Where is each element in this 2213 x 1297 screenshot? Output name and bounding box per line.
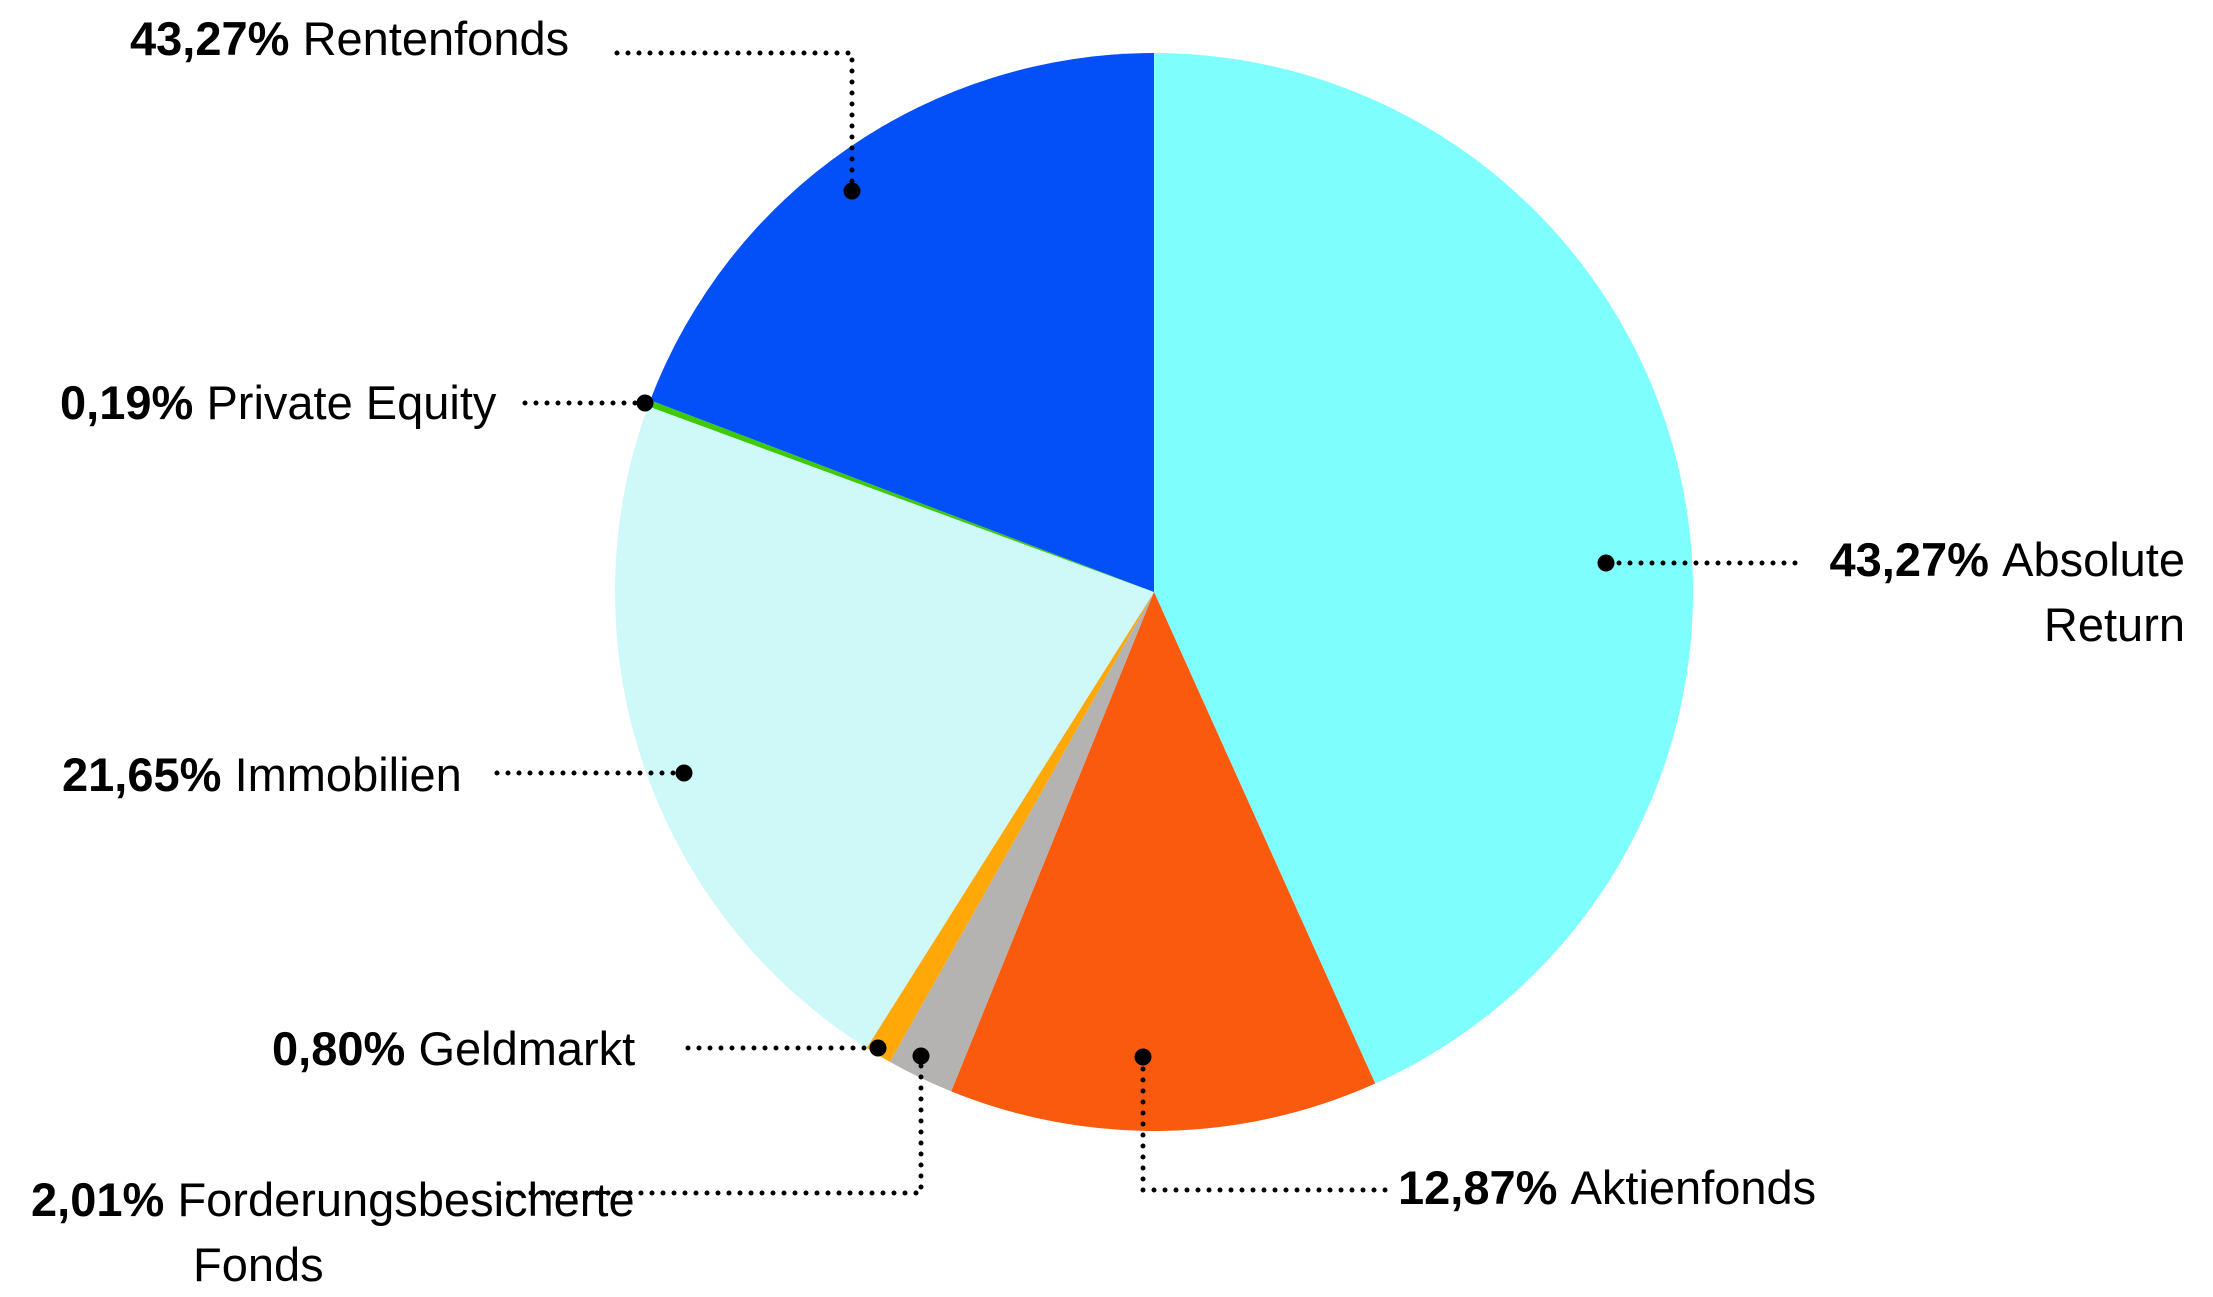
label-aktienfonds: 12,87% Aktienfonds <box>1398 1161 1816 1215</box>
callout-dot-forderungsbesicherte-fonds <box>912 1047 930 1065</box>
callout-dot-immobilien <box>675 764 693 782</box>
label-immobilien-name: Immobilien <box>234 748 462 801</box>
label-absolute-return: 43,27% Absolute Return <box>1830 527 2185 657</box>
pie-slice-absolute-return <box>1154 53 1693 1084</box>
callout-dot-rentenfonds <box>843 182 861 200</box>
pie-slice-rentenfonds <box>650 53 1154 592</box>
pie-slice-forderungsbesicherte-fonds <box>889 592 1154 1092</box>
label-geldmarkt-percent: 0,80% <box>272 1022 406 1075</box>
label-forderungsbesicherte-fonds: 2,01% Forderungsbesicherte Fonds <box>31 1167 635 1297</box>
label-rentenfonds-name: Rentenfonds <box>302 12 570 65</box>
label-rentenfonds-percent: 43,27% <box>130 12 290 65</box>
pie-slice-geldmarkt <box>866 592 1154 1062</box>
label-geldmarkt-name: Geldmarkt <box>418 1022 636 1075</box>
pie-slice-aktienfonds <box>951 592 1376 1131</box>
label-forderungsbesicherte-line1: 2,01% Forderungsbesicherte <box>31 1167 635 1232</box>
label-absolute-return-line1: 43,27% Absolute <box>1830 527 2185 592</box>
label-absolute-return-name2: Return <box>2043 598 2185 651</box>
label-forderungsbesicherte-percent: 2,01% <box>31 1173 165 1226</box>
label-aktienfonds-percent: 12,87% <box>1398 1161 1558 1214</box>
callout-line-rentenfonds <box>614 50 855 194</box>
label-absolute-return-name1: Absolute <box>2002 533 2185 586</box>
callout-line-forderungsbesicherte-fonds <box>495 1053 924 1196</box>
label-immobilien: 21,65% Immobilien <box>62 748 462 802</box>
label-private-equity-name: Private Equity <box>206 376 497 429</box>
label-geldmarkt: 0,80% Geldmarkt <box>272 1022 635 1076</box>
callout-dot-absolute-return <box>1597 554 1615 572</box>
label-rentenfonds: 43,27% Rentenfonds <box>130 12 569 66</box>
pie-slice-private-equity <box>648 400 1154 592</box>
callout-line-aktienfonds <box>1140 1054 1388 1193</box>
label-private-equity-percent: 0,19% <box>60 376 194 429</box>
label-forderungsbesicherte-name2: Fonds <box>193 1238 324 1291</box>
callout-dot-aktienfonds <box>1134 1048 1152 1066</box>
pie-slice-immobilien <box>614 406 1154 1048</box>
label-private-equity: 0,19% Private Equity <box>60 376 496 430</box>
label-forderungsbesicherte-name1: Forderungsbesicherte <box>177 1173 635 1226</box>
callout-dot-geldmarkt <box>869 1039 887 1057</box>
callout-dot-private-equity <box>636 394 654 412</box>
label-absolute-return-percent: 43,27% <box>1829 533 1989 586</box>
label-aktienfonds-name: Aktienfonds <box>1570 1161 1817 1214</box>
label-immobilien-percent: 21,65% <box>62 748 222 801</box>
